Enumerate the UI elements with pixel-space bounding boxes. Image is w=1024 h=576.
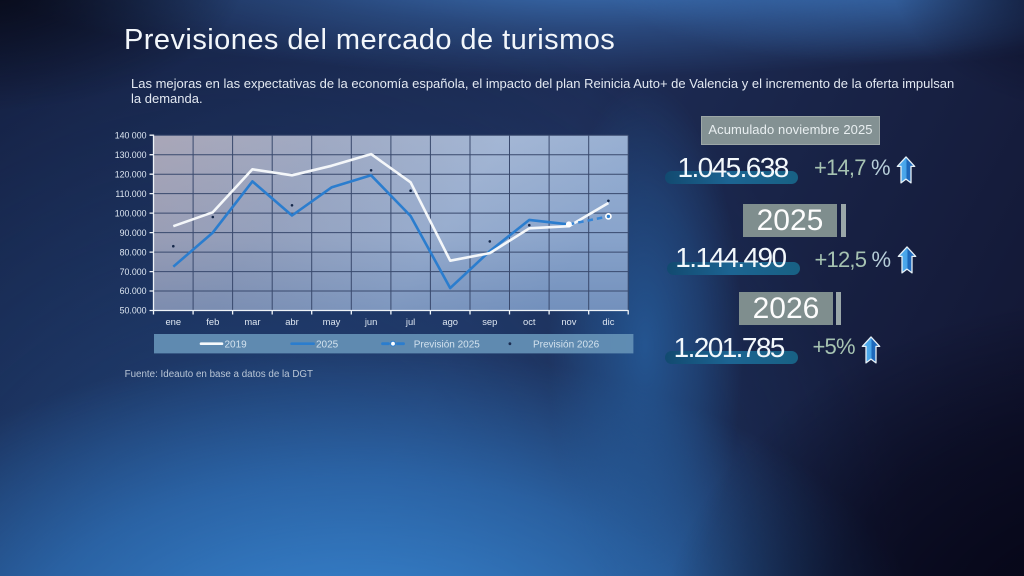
- svg-text:jun: jun: [364, 316, 378, 327]
- svg-text:sep: sep: [482, 316, 497, 327]
- svg-text:120.000: 120.000: [115, 169, 147, 179]
- svg-text:2025: 2025: [316, 339, 339, 350]
- svg-text:2019: 2019: [225, 339, 248, 350]
- svg-text:80.000: 80.000: [120, 247, 147, 257]
- svg-text:may: may: [323, 316, 341, 327]
- svg-text:60.000: 60.000: [120, 286, 147, 296]
- svg-text:feb: feb: [206, 316, 219, 327]
- svg-text:oct: oct: [523, 316, 536, 327]
- svg-text:Previsión 2026: Previsión 2026: [533, 339, 600, 350]
- svg-text:140 000: 140 000: [115, 130, 147, 140]
- svg-text:70.000: 70.000: [120, 267, 147, 277]
- svg-text:dic: dic: [602, 316, 614, 327]
- svg-text:90.000: 90.000: [120, 228, 147, 238]
- svg-text:Fuente: Ideauto en base a dato: Fuente: Ideauto en base a datos de la DG…: [125, 369, 313, 380]
- svg-text:100.000: 100.000: [115, 208, 147, 218]
- svg-text:ago: ago: [442, 316, 458, 327]
- svg-text:130.000: 130.000: [115, 150, 147, 160]
- svg-text:Previsión 2025: Previsión 2025: [414, 339, 481, 350]
- svg-text:50.000: 50.000: [120, 306, 147, 316]
- svg-text:ene: ene: [165, 316, 181, 327]
- svg-text:jul: jul: [405, 316, 415, 327]
- svg-text:mar: mar: [244, 316, 260, 327]
- svg-text:abr: abr: [285, 316, 299, 327]
- svg-text:nov: nov: [561, 316, 576, 327]
- svg-text:110.000: 110.000: [115, 189, 146, 199]
